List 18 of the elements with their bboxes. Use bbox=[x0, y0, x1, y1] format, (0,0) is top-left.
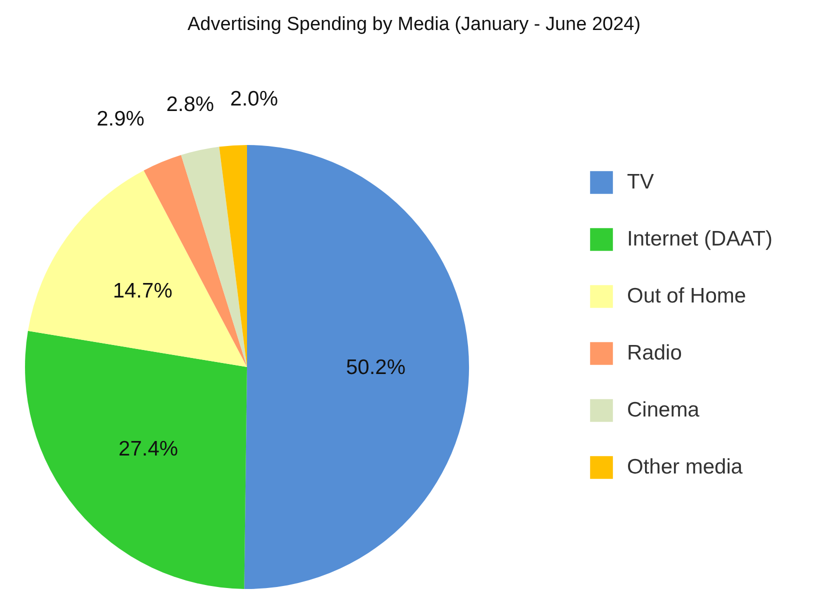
legend-label: Other media bbox=[627, 456, 743, 478]
data-label: 27.4% bbox=[118, 438, 178, 461]
legend-label: Radio bbox=[627, 342, 682, 364]
pie-slice bbox=[25, 330, 247, 589]
data-label: 2.0% bbox=[230, 88, 278, 111]
data-label: 14.7% bbox=[112, 280, 172, 303]
pie-slice bbox=[28, 170, 247, 367]
chart-title: Advertising Spending by Media (January - June 2024) bbox=[187, 14, 641, 35]
data-label: 2.8% bbox=[166, 93, 214, 116]
legend-label: TV bbox=[627, 170, 654, 194]
pie-slice bbox=[181, 146, 247, 367]
pie-slice bbox=[244, 145, 469, 589]
data-label: 50.2% bbox=[346, 356, 406, 379]
legend-label: Internet (DAAT) bbox=[627, 228, 772, 250]
data-label: 2.9% bbox=[96, 107, 144, 130]
legend-label: Cinema bbox=[627, 398, 700, 422]
legend-label: Out of Home bbox=[627, 284, 746, 308]
pie-slice bbox=[219, 145, 247, 367]
